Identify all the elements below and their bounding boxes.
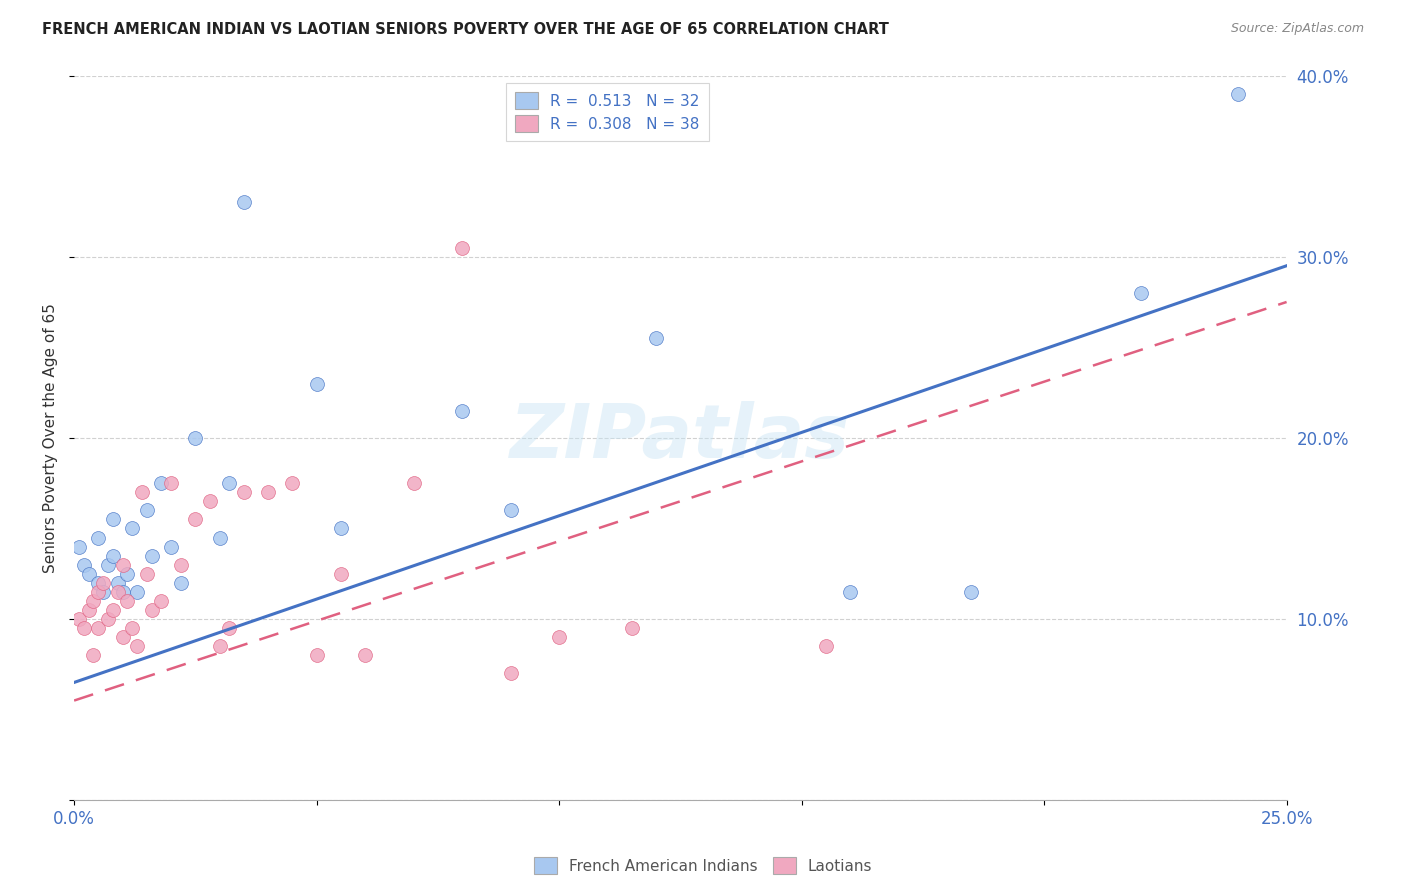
Point xyxy=(87,531,110,545)
Point xyxy=(160,540,183,554)
Point xyxy=(135,503,157,517)
Legend: French American Indians, Laotians: French American Indians, Laotians xyxy=(527,851,879,880)
Text: Source: ZipAtlas.com: Source: ZipAtlas.com xyxy=(1230,22,1364,36)
Point xyxy=(548,630,571,644)
Point xyxy=(499,503,522,517)
Point xyxy=(97,558,120,572)
Point xyxy=(67,540,90,554)
Point xyxy=(97,612,120,626)
Point xyxy=(73,558,96,572)
Point xyxy=(170,575,193,590)
Point xyxy=(208,531,231,545)
Point xyxy=(170,558,193,572)
Point xyxy=(645,331,668,345)
Point xyxy=(839,585,862,599)
Point xyxy=(77,603,100,617)
Point xyxy=(111,558,134,572)
Legend: R =  0.513   N = 32, R =  0.308   N = 38: R = 0.513 N = 32, R = 0.308 N = 38 xyxy=(506,83,709,141)
Point xyxy=(814,639,837,653)
Point xyxy=(82,648,104,663)
Point xyxy=(87,585,110,599)
Point xyxy=(127,639,149,653)
Point xyxy=(82,594,104,608)
Point xyxy=(91,575,114,590)
Point xyxy=(111,630,134,644)
Point xyxy=(232,485,254,500)
Point xyxy=(218,621,240,635)
Point xyxy=(354,648,377,663)
Point xyxy=(117,566,139,581)
Point xyxy=(150,476,173,491)
Point xyxy=(184,431,207,445)
Point xyxy=(1130,285,1153,300)
Point xyxy=(87,621,110,635)
Point xyxy=(329,566,352,581)
Point xyxy=(107,585,129,599)
Point xyxy=(499,666,522,681)
Point xyxy=(111,585,134,599)
Point xyxy=(101,549,124,563)
Point xyxy=(141,603,163,617)
Point xyxy=(451,403,474,417)
Point xyxy=(305,648,328,663)
Point xyxy=(208,639,231,653)
Point xyxy=(77,566,100,581)
Point xyxy=(257,485,280,500)
Point xyxy=(135,566,157,581)
Point xyxy=(160,476,183,491)
Point xyxy=(218,476,240,491)
Point xyxy=(101,603,124,617)
Point xyxy=(107,575,129,590)
Point xyxy=(198,494,221,508)
Text: FRENCH AMERICAN INDIAN VS LAOTIAN SENIORS POVERTY OVER THE AGE OF 65 CORRELATION: FRENCH AMERICAN INDIAN VS LAOTIAN SENIOR… xyxy=(42,22,889,37)
Point xyxy=(960,585,983,599)
Point xyxy=(73,621,96,635)
Point xyxy=(117,594,139,608)
Point xyxy=(150,594,173,608)
Point xyxy=(121,621,143,635)
Point xyxy=(141,549,163,563)
Point xyxy=(281,476,304,491)
Text: ZIPatlas: ZIPatlas xyxy=(510,401,851,475)
Y-axis label: Seniors Poverty Over the Age of 65: Seniors Poverty Over the Age of 65 xyxy=(44,303,58,573)
Point xyxy=(87,575,110,590)
Point xyxy=(127,585,149,599)
Point xyxy=(67,612,90,626)
Point xyxy=(101,512,124,526)
Point xyxy=(620,621,643,635)
Point xyxy=(184,512,207,526)
Point xyxy=(451,241,474,255)
Point xyxy=(1227,87,1250,101)
Point xyxy=(402,476,425,491)
Point xyxy=(121,521,143,535)
Point xyxy=(131,485,153,500)
Point xyxy=(305,376,328,391)
Point xyxy=(91,585,114,599)
Point xyxy=(329,521,352,535)
Point xyxy=(232,195,254,210)
